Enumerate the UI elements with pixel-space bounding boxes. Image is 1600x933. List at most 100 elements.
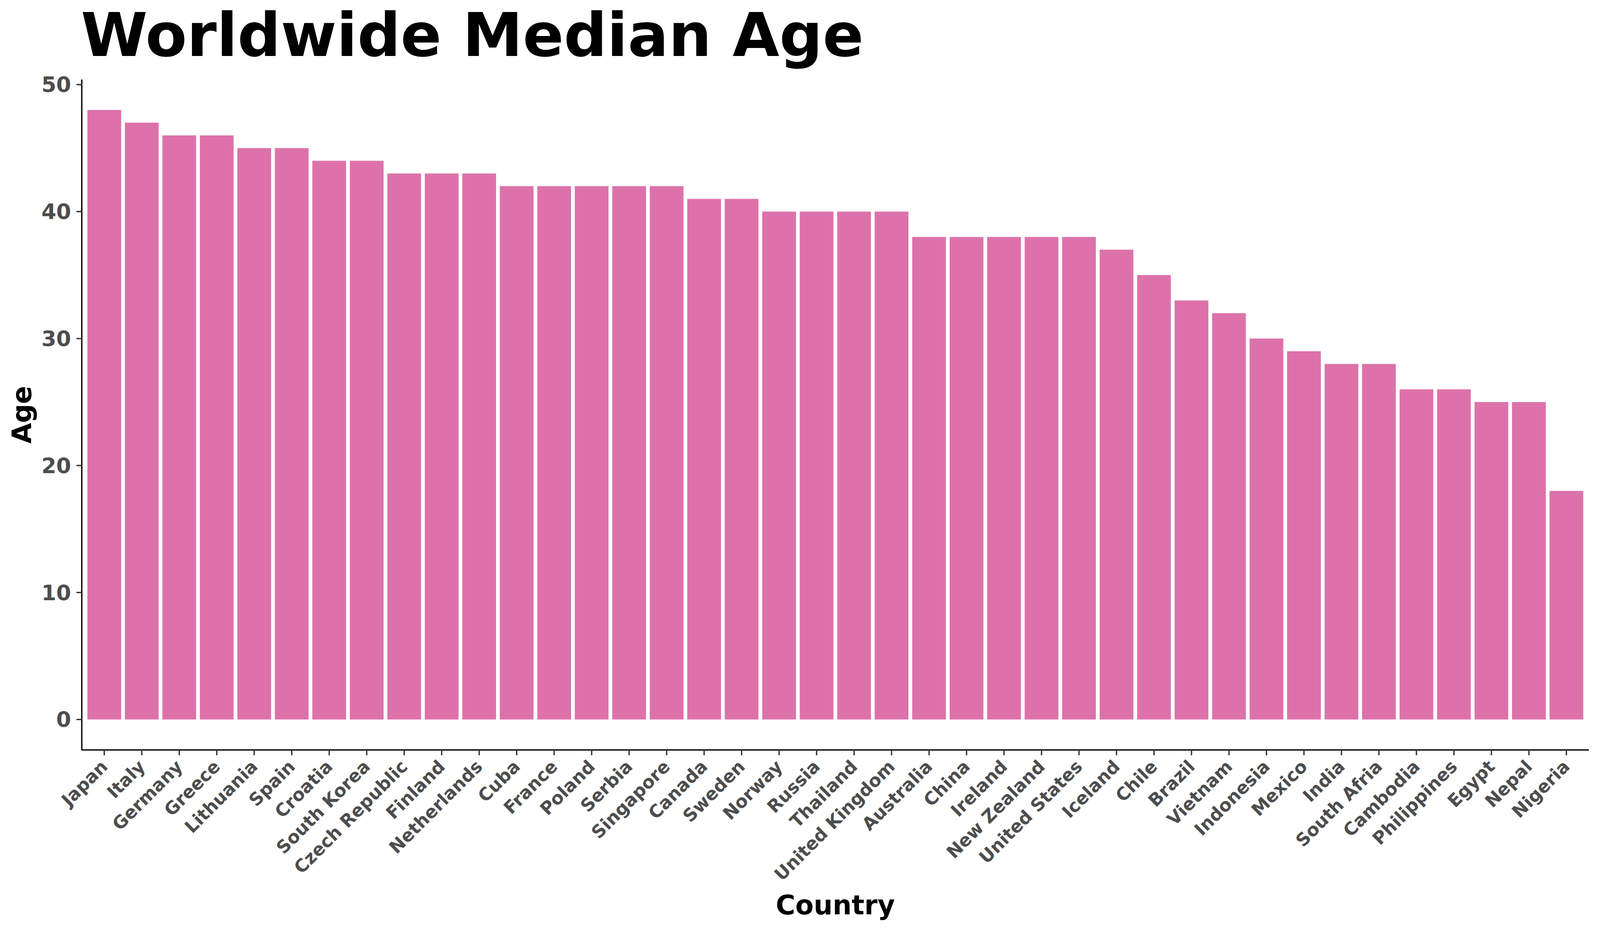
bar xyxy=(349,160,384,720)
x-tick xyxy=(591,750,593,756)
x-tick xyxy=(665,750,668,756)
bar xyxy=(424,173,459,720)
bar xyxy=(462,173,496,720)
x-tick xyxy=(853,750,855,756)
x-tick-label: Japan xyxy=(56,756,112,812)
x-axis-line xyxy=(81,749,1589,752)
bars xyxy=(87,110,1584,720)
x-tick xyxy=(1303,750,1305,756)
bar xyxy=(1399,389,1434,720)
chart-container: 01020304050JapanItalyGermanyGreeceLithua… xyxy=(0,0,1600,933)
x-tick xyxy=(516,750,518,756)
bar xyxy=(724,199,759,720)
x-tick-label: Philippines xyxy=(1368,756,1462,850)
bar xyxy=(1062,236,1096,720)
bar xyxy=(874,211,909,720)
bar xyxy=(87,110,122,720)
bar xyxy=(1287,351,1321,720)
x-tick xyxy=(1415,750,1417,756)
bar xyxy=(537,186,572,720)
x-tick xyxy=(253,750,256,756)
x-tick xyxy=(291,750,293,756)
bar xyxy=(1099,249,1134,720)
bar xyxy=(649,186,684,720)
x-tick-label: Mexico xyxy=(1247,756,1312,821)
x-tick xyxy=(103,750,105,756)
x-tick xyxy=(1190,750,1192,756)
x-tick xyxy=(366,750,368,756)
x-tick xyxy=(1565,750,1568,756)
y-tick xyxy=(76,719,82,721)
x-tick xyxy=(1040,750,1043,756)
bar xyxy=(912,236,946,720)
x-tick xyxy=(1003,750,1005,756)
y-axis-line xyxy=(81,79,83,751)
x-axis-title: Country xyxy=(775,889,895,921)
x-tick xyxy=(216,750,218,756)
bar xyxy=(1024,236,1059,720)
x-tick xyxy=(1153,750,1155,756)
bar xyxy=(612,186,647,720)
x-tick xyxy=(1340,750,1343,756)
x-tick xyxy=(891,750,893,756)
bar xyxy=(799,211,834,720)
bar xyxy=(500,186,534,720)
x-tick xyxy=(703,750,705,756)
y-tick xyxy=(76,592,82,594)
y-tick-label: 40 xyxy=(41,199,72,224)
bar xyxy=(762,211,796,720)
bar xyxy=(574,186,609,720)
bar xyxy=(1362,364,1396,720)
y-tick xyxy=(76,84,82,86)
title: Worldwide Median Age xyxy=(80,0,864,71)
x-tick xyxy=(440,750,443,756)
x-tick xyxy=(1378,750,1380,756)
bar xyxy=(1249,338,1284,720)
x-tick xyxy=(928,750,930,756)
bar xyxy=(124,122,159,720)
bar xyxy=(1137,275,1172,720)
bar xyxy=(237,148,272,720)
y-tick-label: 50 xyxy=(41,72,72,97)
x-tick xyxy=(140,750,143,756)
bar xyxy=(837,211,872,720)
chart-svg: 01020304050JapanItalyGermanyGreeceLithua… xyxy=(0,0,1600,933)
bar xyxy=(987,236,1021,720)
x-tick xyxy=(478,750,480,756)
bar xyxy=(312,160,347,720)
bar xyxy=(162,135,196,720)
x-tick xyxy=(628,750,630,756)
x-tick xyxy=(740,750,743,756)
bar xyxy=(1212,313,1246,720)
x-tick xyxy=(1453,750,1455,756)
x-tick xyxy=(1265,750,1268,756)
bar xyxy=(1324,364,1359,720)
x-tick xyxy=(1528,750,1530,756)
bar xyxy=(687,199,721,720)
x-tick xyxy=(1116,750,1118,756)
x-tick xyxy=(816,750,818,756)
bar xyxy=(1549,491,1584,720)
y-tick xyxy=(76,338,82,340)
bar xyxy=(1474,402,1509,720)
bar xyxy=(1174,300,1209,720)
x-tick-label: Nigeria xyxy=(1508,756,1574,823)
bar xyxy=(200,135,234,720)
x-tick xyxy=(1078,750,1080,756)
x-tick xyxy=(965,750,968,756)
y-tick-label: 20 xyxy=(41,453,72,479)
bar xyxy=(949,236,984,720)
x-tick xyxy=(328,750,330,756)
bar xyxy=(274,148,309,720)
x-tick-label: Netherlands xyxy=(384,756,487,858)
y-tick-label: 10 xyxy=(41,580,72,606)
x-tick xyxy=(1490,750,1492,756)
y-tick-label: 0 xyxy=(56,707,72,732)
bar xyxy=(1512,402,1546,720)
x-tick xyxy=(1228,750,1230,756)
bar xyxy=(1436,389,1471,720)
y-tick-label: 30 xyxy=(41,326,72,352)
x-tick xyxy=(403,750,405,756)
x-tick xyxy=(178,750,180,756)
x-tick xyxy=(553,750,555,756)
